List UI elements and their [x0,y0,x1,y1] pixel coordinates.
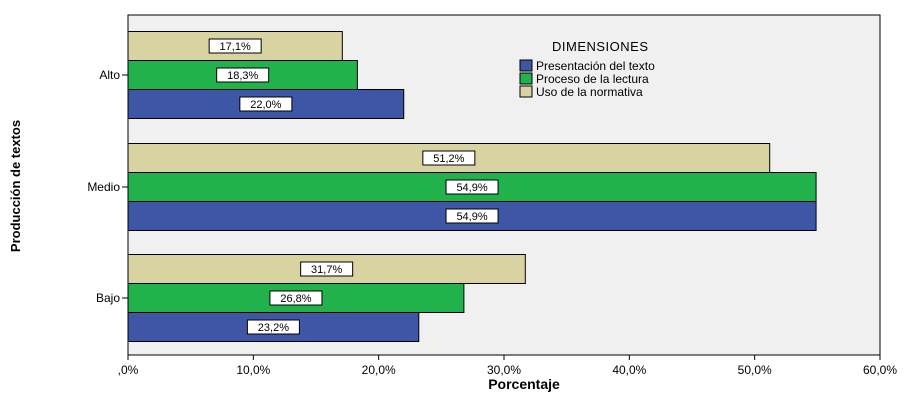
legend-label-1: Presentación del texto [536,59,655,73]
data-label-box [269,290,323,306]
x-tick-label: 40,0% [612,363,646,377]
x-tick-label: 30,0% [487,363,521,377]
y-axis: Alto Medio Bajo [87,68,128,305]
x-tick-label: 20,0% [362,363,396,377]
y-tick-label-bajo: Bajo [96,291,120,305]
data-label: 51,2% [433,153,464,165]
data-labels-layer: 17,1% 18,3% 22,0% 51,2% 54,9% 54,9% 31,7% 26,8%… [208,38,499,335]
x-tick-label: ,0% [118,363,139,377]
x-axis: ,0% 10,0% 20,0% 30,0% 40,0% 50,0% 60,0% [118,355,897,377]
y-tick-label-alto: Alto [99,68,120,82]
legend-title: DIMENSIONES [552,39,649,54]
data-label: 26,8% [280,293,311,305]
data-label: 31,7% [311,264,342,276]
data-label: 23,2% [258,322,289,334]
y-axis-title: Producción de textos [8,120,23,252]
legend: DIMENSIONES Presentación del textoProces… [519,39,655,99]
data-label: 22,0% [250,99,281,111]
data-label-box [300,261,354,277]
data-label-box [208,38,262,54]
data-label-box [445,208,499,224]
data-label-box [239,96,293,112]
data-label: 18,3% [227,70,258,82]
data-label-box [216,67,270,83]
data-label-box [445,179,499,195]
x-tick-label: 50,0% [738,363,772,377]
legend-swatch-2 [519,72,533,85]
legend-swatch-3 [519,85,533,98]
data-label: 17,1% [220,41,251,53]
data-label: 54,9% [456,211,487,223]
legend-swatch-1 [519,59,533,72]
x-tick-label: 60,0% [863,363,897,377]
bar-bajo-series-3 [127,254,526,284]
data-label-box [422,150,476,166]
bars-layer [127,31,817,342]
y-tick-label-medio: Medio [87,180,120,194]
legend-label-3: Uso de la normativa [536,85,643,99]
data-label: 54,9% [456,182,487,194]
x-tick-label: 10,0% [236,363,270,377]
x-axis-title: Porcentaje [488,376,560,392]
legend-label-2: Proceso de la lectura [536,72,649,86]
data-label-box [246,319,300,335]
